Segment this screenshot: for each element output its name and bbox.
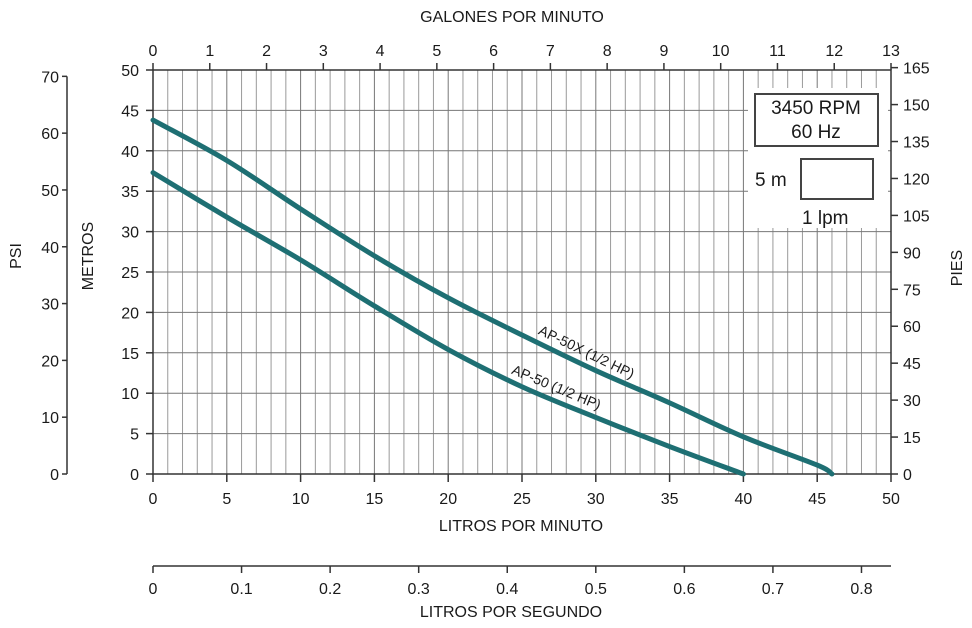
top-axis-tick-label: 10 [712,43,730,60]
top-axis-tick-label: 2 [262,43,271,60]
pies-axis-tick-label: 15 [903,430,921,447]
scale-height-label: 5 m [755,170,787,191]
pies-axis-tick-label: 120 [903,171,930,188]
pies-axis-tick-label: 45 [903,356,921,373]
bottom-axis-tick-label: 40 [735,491,753,508]
lps-axis-tick-label: 0.8 [850,581,872,598]
psi-axis-title: PSI [8,243,25,269]
metros-axis-tick-label: 20 [121,305,139,322]
metros-axis-tick-label: 15 [121,346,139,363]
metros-axis-tick-label: 0 [130,467,139,484]
psi-axis-tick-label: 10 [41,410,59,427]
bottom-axis-tick-label: 25 [513,491,531,508]
top-axis-tick-label: 11 [769,43,786,60]
bottom-axis-tick-label: 10 [292,491,310,508]
bottom-axis-tick-label: 45 [808,491,826,508]
bottom-axis-tick-label: 30 [587,491,605,508]
lps-axis-tick-label: 0 [149,581,158,598]
legend: 3450 RPM 60 Hz 5 m 1 lpm [748,88,888,229]
extra-bottom-axis-title: LITROS POR SEGUNDO [420,604,602,621]
pies-axis-tick-label: 90 [903,245,921,262]
metros-axis-tick-label: 5 [130,427,139,444]
pies-axis-tick-label: 105 [903,208,930,225]
psi-axis-tick-label: 30 [41,297,59,314]
bottom-axis-tick-label: 0 [149,491,158,508]
bottom-axis-tick-label: 50 [882,491,900,508]
metros-axis-tick-label: 45 [121,103,139,120]
top-axis-tick-label: 3 [319,43,328,60]
psi-axis-tick-label: 40 [41,240,59,257]
top-axis-tick-label: 0 [149,43,158,60]
speed-box [754,93,879,147]
top-axis-tick-label: 12 [825,43,843,60]
bottom-axis-title: LITROS POR MINUTO [439,518,603,535]
pies-axis-title: PIES [949,250,966,286]
pies-axis-tick-label: 75 [903,282,921,299]
metros-axis-tick-label: 25 [121,265,139,282]
lps-axis-tick-label: 0.6 [673,581,695,598]
psi-axis-tick-label: 60 [41,126,59,143]
top-axis-tick-label: 1 [205,43,214,60]
top-axis-tick-label: 7 [546,43,555,60]
pies-axis-tick-label: 165 [903,61,930,78]
pies-axis-tick-label: 0 [903,467,912,484]
bottom-axis-tick-label: 5 [222,491,231,508]
scale-box [800,158,874,200]
top-axis-tick-label: 13 [882,43,900,60]
lps-axis-tick-label: 0.1 [230,581,252,598]
series-line-2 [150,170,746,477]
psi-axis-tick-label: 20 [41,353,59,370]
metros-axis-tick-label: 40 [121,144,139,161]
scale-width-label: 1 lpm [802,208,848,229]
metros-axis-tick-label: 35 [121,184,139,201]
top-axis-title: GALONES POR MINUTO [420,9,604,26]
bottom-axis-tick-label: 20 [439,491,457,508]
top-axis-tick-label: 6 [489,43,498,60]
metros-axis-tick-label: 50 [121,63,139,80]
top-axis-tick-label: 5 [432,43,441,60]
lps-axis-tick-label: 0.5 [585,581,607,598]
axes: 0 5 10 15 20 25 30 35 40 45 500 1 2 3 4 5 6 7 8 9 10 11 12 130 0… [41,43,930,598]
lps-axis-tick-label: 0.4 [496,581,518,598]
psi-axis-tick-label: 0 [50,467,59,484]
speed-label: 3450 RPM [771,98,861,119]
top-axis-tick-label: 4 [376,43,385,60]
lps-axis-tick-label: 0.7 [762,581,784,598]
lps-axis-tick-label: 0.3 [408,581,430,598]
pies-axis-tick-label: 60 [903,319,921,336]
pies-axis-tick-label: 30 [903,393,921,410]
bottom-axis-tick-label: 15 [366,491,384,508]
grid [152,69,892,475]
top-axis-tick-label: 8 [603,43,612,60]
psi-axis-tick-label: 50 [41,183,59,200]
pies-axis-tick-label: 150 [903,98,930,115]
metros-axis-tick-label: 30 [121,225,139,242]
top-axis-tick-label: 9 [659,43,668,60]
bottom-axis-tick-label: 35 [661,491,679,508]
series-line-1 [150,117,835,477]
metros-axis-tick-label: 10 [121,386,139,403]
metros-axis-title: METROS [80,222,97,290]
pies-axis-tick-label: 135 [903,135,930,152]
psi-axis-tick-label: 70 [41,69,59,86]
lps-axis-tick-label: 0.2 [319,581,341,598]
frequency-label: 60 Hz [791,122,841,143]
